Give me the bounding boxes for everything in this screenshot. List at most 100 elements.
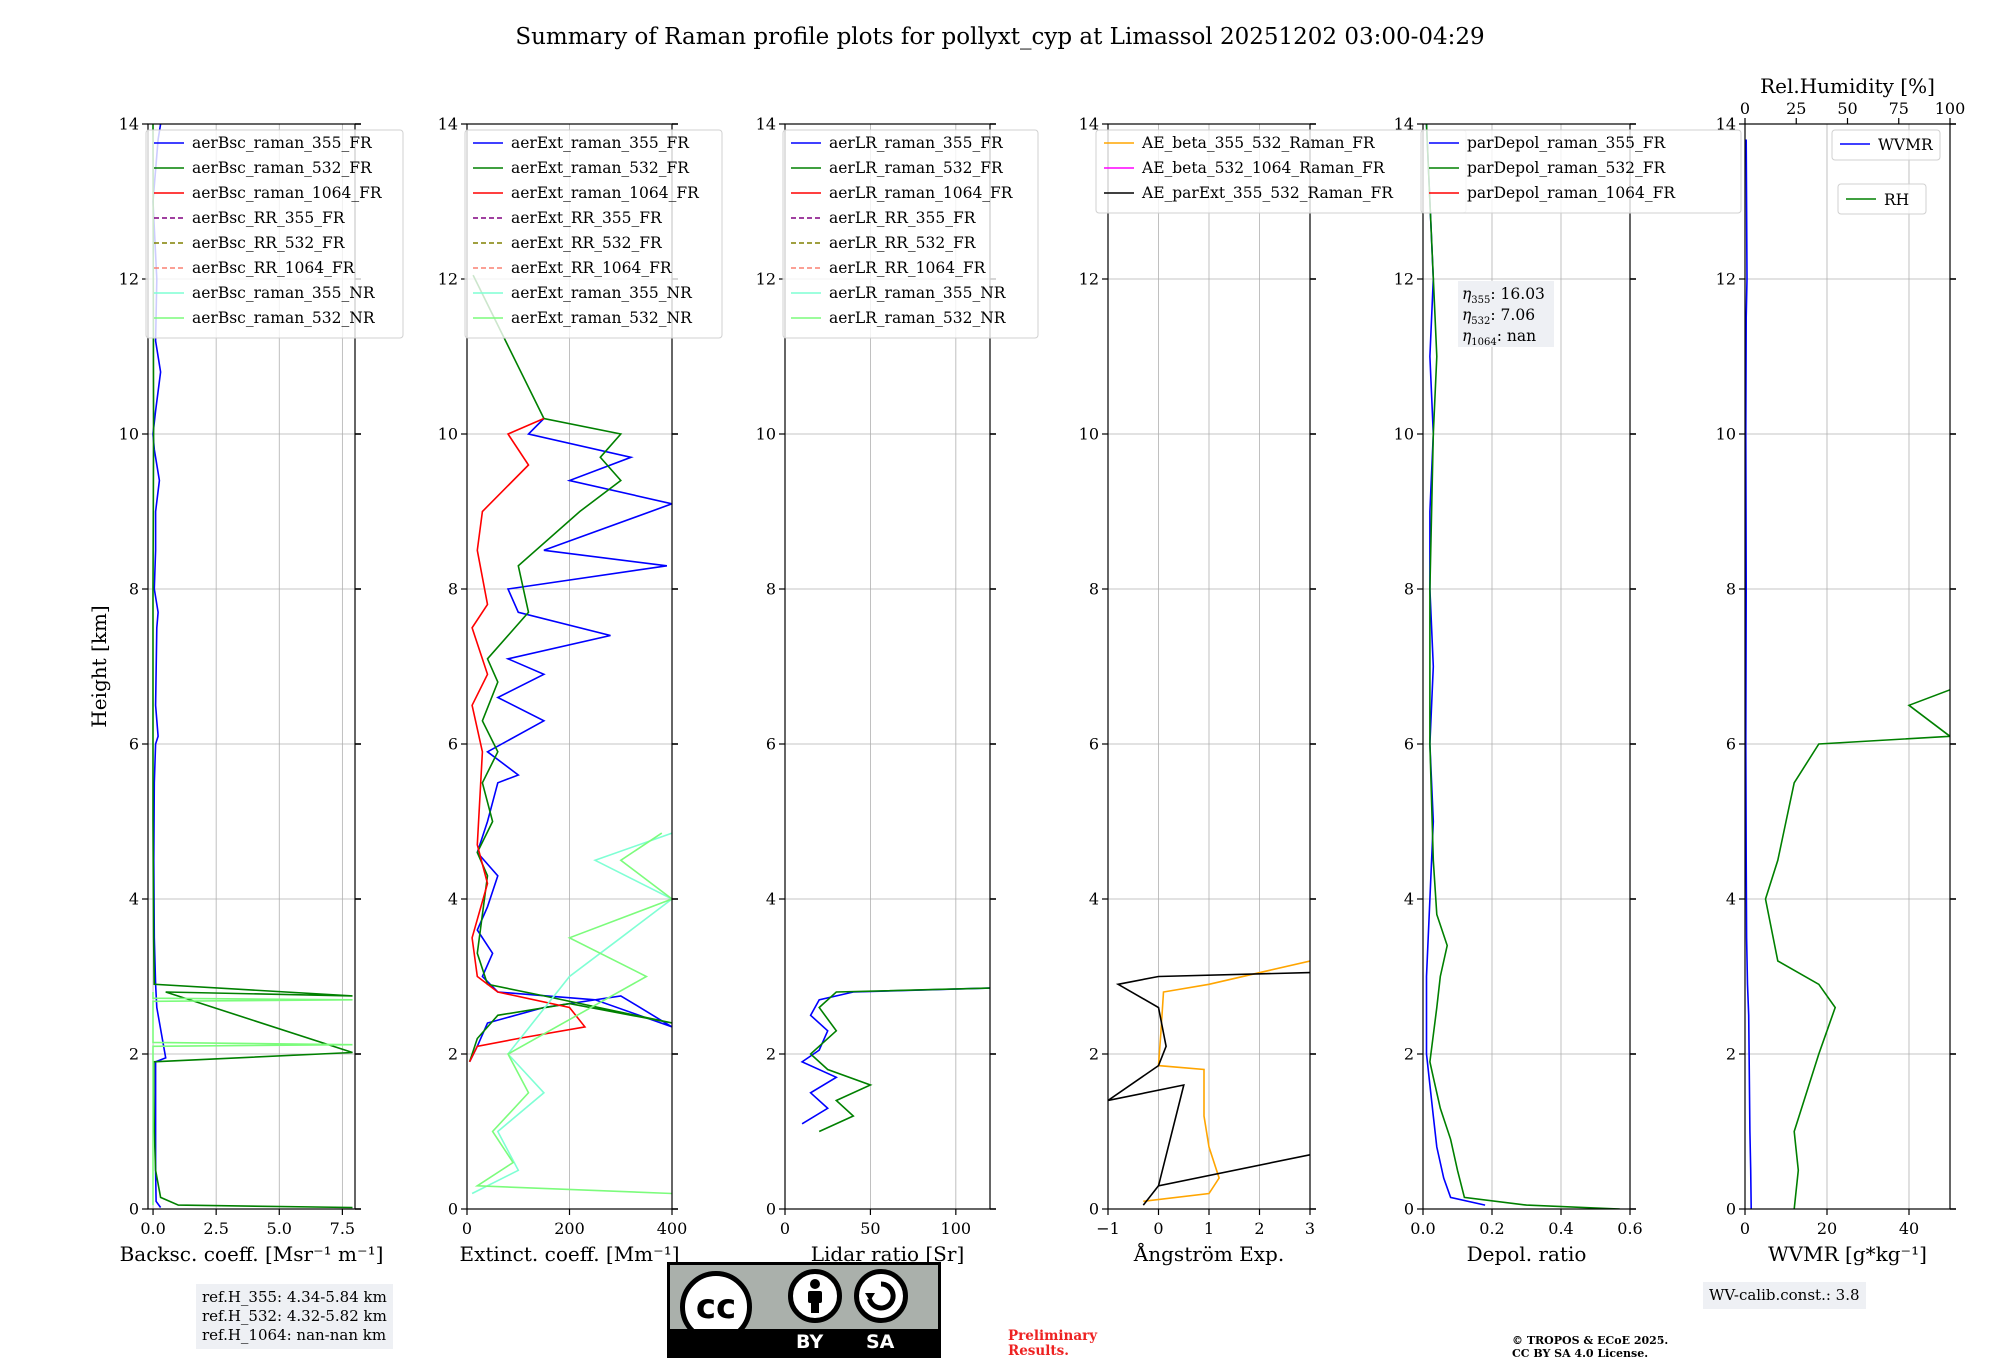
y-tick-label: 2	[1089, 1045, 1099, 1064]
legend: aerLR_raman_355_FR aerLR_raman_532_FR aerL…	[782, 129, 1039, 339]
top-x-tick-label: 25	[1786, 99, 1806, 118]
panel-depolarization: 0 2 4 6 8 10 12 14 0.0 0.2 0.4 0.6 Depol. ratio parDe…	[1394, 115, 1742, 1266]
copyright-note: © TROPOS & ECoE 2025. CC BY SA 4.0 Licen…	[1512, 1334, 1668, 1360]
y-axis-label: Height [km]	[87, 605, 111, 727]
legend-entry: aerExt_raman_1064_FR	[511, 184, 700, 202]
legend: WVMR RH	[1831, 129, 1941, 215]
x-tick-label: 0.0	[1410, 1219, 1435, 1238]
legend-entry: aerBsc_RR_1064_FR	[192, 259, 356, 277]
ref-height-532: ref.H_532: 4.32-5.82 km	[202, 1307, 387, 1325]
legend-entry: aerExt_raman_532_NR	[511, 309, 693, 327]
person-glyph	[808, 1279, 822, 1313]
legend-entry: AE_beta_532_1064_Raman_FR	[1141, 159, 1386, 177]
y-tick-label: 14	[1394, 115, 1414, 134]
legend-box	[145, 129, 404, 339]
series-line-aerExt_raman_1064_FR	[468, 417, 587, 1063]
series-line-parDepol_raman_532_FR	[1425, 124, 1620, 1209]
preliminary-results-note: Preliminary Results.	[1008, 1329, 1097, 1359]
legend-entry: AE_beta_355_532_Raman_FR	[1141, 134, 1376, 152]
legend-box	[782, 129, 1039, 339]
eta-box-bg	[1458, 281, 1554, 347]
cc-text: cc	[695, 1287, 737, 1327]
x-tick-label: 40	[1899, 1219, 1919, 1238]
x-axis-label: Extinct. coeff. [Mm⁻¹]	[459, 1242, 679, 1266]
y-tick-label: 6	[766, 735, 776, 754]
wv-calibration-box: WV-calib.const.: 3.8	[1703, 1282, 1866, 1309]
legend-entry: aerLR_raman_532_NR	[829, 309, 1007, 327]
copyright-line-1: © TROPOS & ECoE 2025.	[1512, 1334, 1669, 1347]
y-tick-label: 2	[129, 1045, 139, 1064]
y-tick-label: 0	[129, 1200, 139, 1219]
y-tick-label: 0	[1404, 1200, 1414, 1219]
wv-calib-constant: WV-calib.const.: 3.8	[1709, 1286, 1860, 1304]
x-tick-label: 0	[780, 1219, 790, 1238]
top-x-tick-label: 75	[1889, 99, 1909, 118]
y-tick-label: 10	[1716, 425, 1736, 444]
axes-frame	[1422, 123, 1631, 1210]
y-tick-label: 10	[1079, 425, 1099, 444]
share-alike-glyph	[865, 1281, 896, 1311]
figure-title: Summary of Raman profile plots for polly…	[515, 24, 1484, 50]
y-tick-label: 6	[1404, 735, 1414, 754]
legend: aerExt_raman_355_FR aerExt_raman_532_FRae…	[464, 129, 723, 339]
x-tick-label: 0	[1740, 1219, 1750, 1238]
y-tick-label: 0	[1726, 1200, 1736, 1219]
top-x-tick-label: 100	[1935, 99, 1966, 118]
y-tick-label: 6	[1726, 735, 1736, 754]
y-tick-label: 6	[1089, 735, 1099, 754]
legend-entry: aerExt_raman_355_FR	[511, 134, 690, 152]
y-tick-label: 8	[448, 580, 458, 599]
series-group	[800, 987, 990, 1133]
legend-entry: aerBsc_RR_532_FR	[192, 234, 346, 252]
y-tick-label: 8	[766, 580, 776, 599]
legend-entry: aerBsc_raman_355_FR	[192, 134, 373, 152]
x-tick-label: 400	[657, 1219, 688, 1238]
series-line-aerExt_raman_532_FR	[468, 274, 672, 1063]
preliminary-line-2: Results.	[1008, 1343, 1069, 1359]
x-tick-label: 7.5	[330, 1219, 355, 1238]
y-tick-label: 14	[438, 115, 458, 134]
series-line-aerBsc_raman_532_FR	[152, 124, 353, 1209]
y-tick-label: 12	[438, 270, 458, 289]
legend-entry: aerLR_RR_355_FR	[829, 209, 977, 227]
legend-entry: aerExt_raman_355_NR	[511, 284, 693, 302]
x-axis-label: WVMR [g*kg⁻¹]	[1768, 1242, 1927, 1266]
x-tick-label: 200	[554, 1219, 585, 1238]
y-tick-label: 14	[1079, 115, 1099, 134]
x-tick-label: 3	[1305, 1219, 1315, 1238]
x-tick-label: −1	[1096, 1219, 1120, 1238]
eta-1064: η1064: nan	[1462, 327, 1536, 348]
legend-entry: aerLR_raman_355_NR	[829, 284, 1007, 302]
legend-entry: aerLR_raman_1064_FR	[829, 184, 1014, 202]
x-tick-label: 1	[1204, 1219, 1214, 1238]
y-tick-label: 2	[766, 1045, 776, 1064]
x-tick-label: 0.6	[1617, 1219, 1642, 1238]
series-line-aerExt_raman_355_FR	[468, 417, 672, 1063]
legend-box	[1831, 129, 1941, 161]
y-tick-label: 2	[1726, 1045, 1736, 1064]
series-line-aerExt_raman_355_NR	[471, 832, 672, 1195]
x-tick-label: 50	[860, 1219, 880, 1238]
legend-entry: aerExt_RR_532_FR	[511, 234, 663, 252]
legend-entry: aerLR_raman_355_FR	[829, 134, 1004, 152]
person-icon	[788, 1269, 842, 1323]
y-tick-label: 14	[1716, 115, 1736, 134]
series-line-parDepol_raman_355_FR	[1425, 124, 1486, 1206]
legend: parDepol_raman_355_FR parDepol_raman_532_…	[1420, 129, 1742, 214]
legend-entry: aerExt_RR_1064_FR	[511, 259, 673, 277]
y-tick-label: 12	[119, 270, 139, 289]
top-x-tick-label: 0	[1740, 99, 1750, 118]
legend-entry: parDepol_raman_355_FR	[1467, 134, 1667, 152]
y-tick-label: 4	[1726, 890, 1736, 909]
series-line-WVMR	[1745, 139, 1752, 1209]
axes-frame	[147, 123, 356, 1210]
y-tick-label: 14	[756, 115, 776, 134]
series-line-aerBsc_raman_355_FR	[152, 124, 167, 1208]
eta-532: η532: 7.06	[1462, 306, 1535, 327]
y-tick-label: 4	[1089, 890, 1099, 909]
y-tick-label: 8	[1726, 580, 1736, 599]
